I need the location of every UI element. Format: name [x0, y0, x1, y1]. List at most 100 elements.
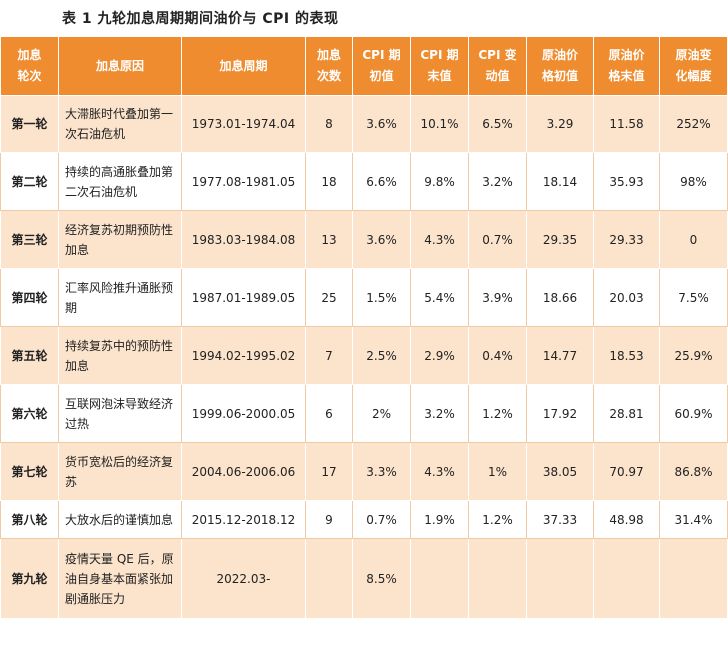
- cell-count: 17: [305, 442, 353, 501]
- table-row: 第五轮 持续复苏中的预防性加息 1994.02-1995.02 7 2.5% 2.9% 0.…: [0, 326, 728, 385]
- cell-count: 9: [305, 500, 353, 539]
- cell-cpi-change: 0.4%: [468, 326, 527, 385]
- column-header-line: 初值: [369, 69, 394, 83]
- column-header-line: 化幅度: [675, 69, 712, 83]
- cell-cpi-change: 6.5%: [468, 95, 527, 153]
- cell-cpi-start: 3.6%: [352, 210, 411, 269]
- cell-count: 18: [305, 152, 353, 211]
- column-header-line: 原油变: [675, 48, 712, 62]
- cell-oil-start: 17.92: [526, 384, 594, 443]
- column-header-line: 加息原因: [95, 58, 144, 73]
- cell-round: 第八轮: [0, 500, 59, 539]
- cell-cpi-start: 3.3%: [352, 442, 411, 501]
- column-header: 加息 轮次: [0, 36, 59, 96]
- column-header-line: 动值: [485, 69, 510, 83]
- table-row: 第六轮 互联网泡沫导致经济过热 1999.06-2000.05 6 2% 3.2% 1.2%…: [0, 384, 728, 443]
- cell-oil-end: 29.33: [593, 210, 660, 269]
- cell-period: 2004.06-2006.06: [181, 442, 306, 501]
- column-header: CPI 期初值: [352, 36, 411, 96]
- cell-cpi-end: 3.2%: [410, 384, 469, 443]
- cell-oil-end: 35.93: [593, 152, 660, 211]
- column-header-line: CPI 变: [478, 48, 517, 62]
- cell-count: [305, 538, 353, 619]
- cell-oil-change: [659, 538, 728, 619]
- cell-oil-end: 20.03: [593, 268, 660, 327]
- cell-cpi-start: 0.7%: [352, 500, 411, 539]
- table-row: 第二轮 持续的高通胀叠加第二次石油危机 1977.08-1981.05 18 6.6% 9…: [0, 152, 728, 211]
- rate-hike-table: 加息 轮次 加息原因 加息周期 加息 次数 CPI 期初值 CPI 期末值 CPI 变动值 原油价…: [0, 36, 728, 619]
- cell-cpi-start: 2%: [352, 384, 411, 443]
- cell-reason: 疫情天量 QE 后，原油自身基本面紧张加剧通胀压力: [58, 538, 182, 619]
- cell-cpi-start: 2.5%: [352, 326, 411, 385]
- table-row: 第八轮 大放水后的谨慎加息 2015.12-2018.12 9 0.7% 1.9% 1.2%…: [0, 500, 728, 539]
- column-header: 原油价 格初值: [526, 36, 594, 96]
- cell-oil-start: [526, 538, 594, 619]
- column-header: CPI 期末值: [410, 36, 469, 96]
- cell-cpi-start: 3.6%: [352, 95, 411, 153]
- column-header: 原油变 化幅度: [659, 36, 728, 96]
- cell-oil-start: 29.35: [526, 210, 594, 269]
- column-header-line: 格末值: [608, 69, 645, 83]
- column-header: 加息周期: [181, 36, 306, 96]
- cell-reason: 大滞胀时代叠加第一次石油危机: [58, 95, 182, 153]
- cell-oil-end: 11.58: [593, 95, 660, 153]
- cell-reason: 持续复苏中的预防性加息: [58, 326, 182, 385]
- cell-count: 8: [305, 95, 353, 153]
- table-row: 第一轮 大滞胀时代叠加第一次石油危机 1973.01-1974.04 8 3.6% 10.…: [0, 95, 728, 153]
- cell-cpi-start: 1.5%: [352, 268, 411, 327]
- cell-count: 13: [305, 210, 353, 269]
- column-header-line: 加息: [316, 48, 341, 62]
- cell-cpi-change: 1%: [468, 442, 527, 501]
- column-header: CPI 变动值: [468, 36, 527, 96]
- cell-count: 7: [305, 326, 353, 385]
- cell-oil-change: 98%: [659, 152, 728, 211]
- cell-period: 2022.03-: [181, 538, 306, 619]
- cell-oil-end: 18.53: [593, 326, 660, 385]
- cell-cpi-end: 2.9%: [410, 326, 469, 385]
- header-row: 加息 轮次 加息原因 加息周期 加息 次数 CPI 期初值 CPI 期末值 CPI 变动值 原油价…: [0, 36, 728, 96]
- cell-period: 2015.12-2018.12: [181, 500, 306, 539]
- cell-oil-change: 252%: [659, 95, 728, 153]
- table-row: 第三轮 经济复苏初期预防性加息 1983.03-1984.08 13 3.6% 4.3% 0…: [0, 210, 728, 269]
- cell-count: 25: [305, 268, 353, 327]
- cell-cpi-change: 1.2%: [468, 384, 527, 443]
- column-header-line: 格初值: [541, 69, 578, 83]
- cell-oil-end: 48.98: [593, 500, 660, 539]
- cell-cpi-end: 4.3%: [410, 442, 469, 501]
- cell-oil-start: 14.77: [526, 326, 594, 385]
- cell-reason: 汇率风险推升通胀预期: [58, 268, 182, 327]
- column-header-line: 原油价: [608, 48, 645, 62]
- cell-count: 6: [305, 384, 353, 443]
- cell-cpi-end: 10.1%: [410, 95, 469, 153]
- table-row: 第九轮 疫情天量 QE 后，原油自身基本面紧张加剧通胀压力 2022.03- 8.5%: [0, 538, 728, 619]
- cell-cpi-end: [410, 538, 469, 619]
- cell-round: 第六轮: [0, 384, 59, 443]
- cell-oil-end: 70.97: [593, 442, 660, 501]
- cell-round: 第七轮: [0, 442, 59, 501]
- cell-cpi-change: 3.2%: [468, 152, 527, 211]
- cell-cpi-change: 0.7%: [468, 210, 527, 269]
- column-header-line: 轮次: [17, 69, 42, 83]
- cell-round: 第三轮: [0, 210, 59, 269]
- column-header-line: 原油价: [541, 48, 578, 62]
- cell-oil-change: 25.9%: [659, 326, 728, 385]
- cell-period: 1994.02-1995.02: [181, 326, 306, 385]
- column-header-line: CPI 期: [362, 48, 401, 62]
- cell-oil-start: 3.29: [526, 95, 594, 153]
- table-row: 第四轮 汇率风险推升通胀预期 1987.01-1989.05 25 1.5% 5.4% 3.…: [0, 268, 728, 327]
- column-header: 加息原因: [58, 36, 182, 96]
- cell-oil-start: 18.14: [526, 152, 594, 211]
- table-body: 第一轮 大滞胀时代叠加第一次石油危机 1973.01-1974.04 8 3.6% 10.…: [0, 95, 728, 619]
- cell-oil-change: 60.9%: [659, 384, 728, 443]
- cell-cpi-end: 9.8%: [410, 152, 469, 211]
- cell-reason: 持续的高通胀叠加第二次石油危机: [58, 152, 182, 211]
- cell-cpi-change: 3.9%: [468, 268, 527, 327]
- cell-reason: 大放水后的谨慎加息: [58, 500, 182, 539]
- cell-cpi-change: [468, 538, 527, 619]
- cell-oil-change: 86.8%: [659, 442, 728, 501]
- cell-round: 第九轮: [0, 538, 59, 619]
- cell-cpi-end: 4.3%: [410, 210, 469, 269]
- cell-round: 第一轮: [0, 95, 59, 153]
- column-header-line: 次数: [316, 69, 341, 83]
- column-header: 加息 次数: [305, 36, 353, 96]
